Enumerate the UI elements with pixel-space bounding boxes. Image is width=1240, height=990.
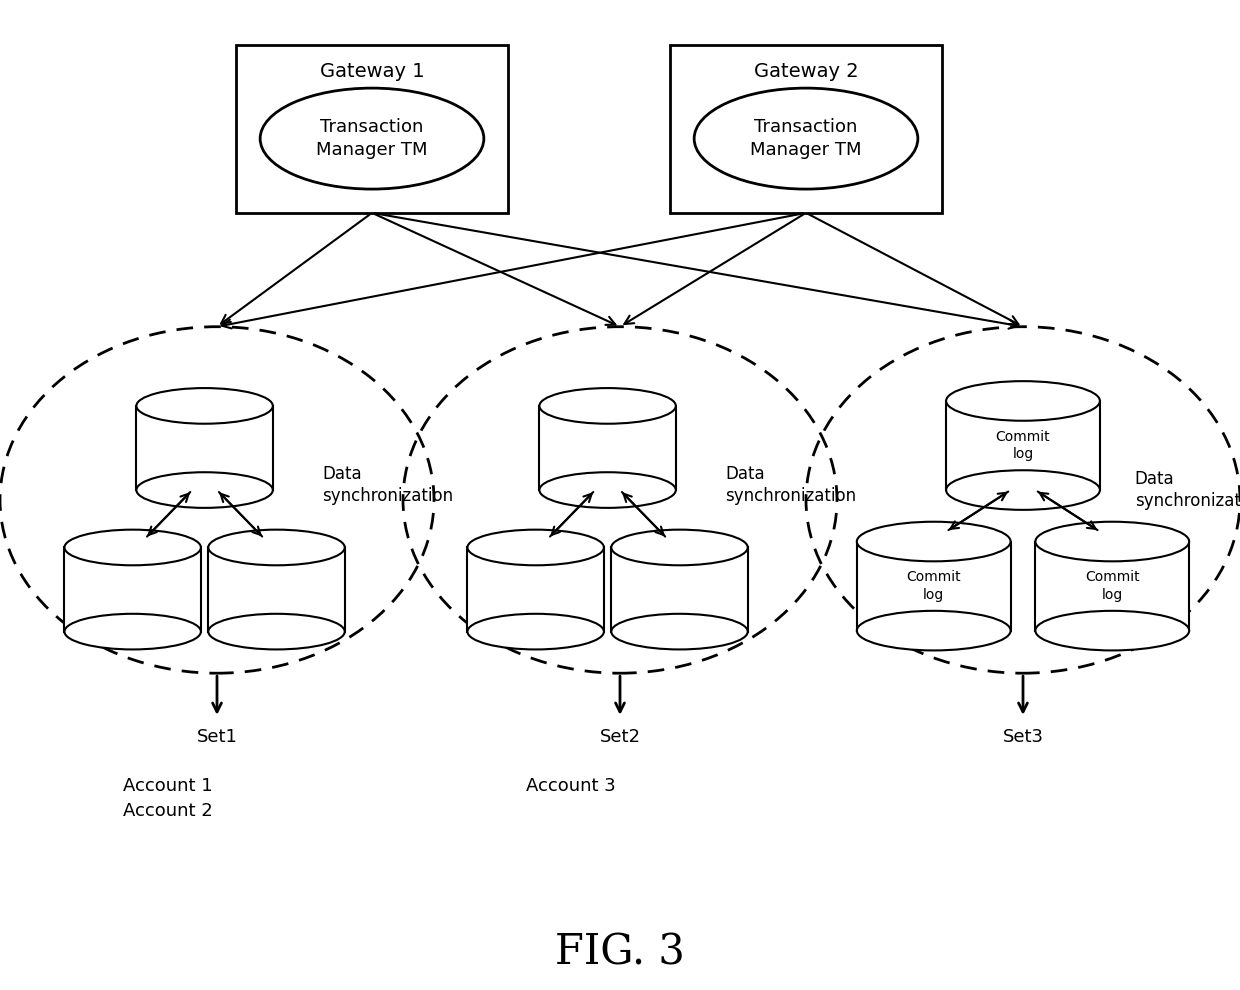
Ellipse shape — [611, 530, 748, 565]
Text: Set3: Set3 — [1002, 728, 1044, 745]
Ellipse shape — [136, 472, 273, 508]
FancyBboxPatch shape — [946, 401, 1100, 490]
Ellipse shape — [539, 472, 676, 508]
Ellipse shape — [208, 530, 345, 565]
Ellipse shape — [467, 614, 604, 649]
Ellipse shape — [208, 614, 345, 649]
Text: Gateway 2: Gateway 2 — [754, 62, 858, 81]
Text: Commit
log: Commit log — [1085, 570, 1140, 602]
Ellipse shape — [694, 88, 918, 189]
Text: Transaction
Manager TM: Transaction Manager TM — [316, 118, 428, 159]
FancyBboxPatch shape — [539, 406, 676, 490]
Text: Data
synchronization: Data synchronization — [322, 465, 454, 505]
Ellipse shape — [1035, 611, 1189, 650]
Text: Data
synchronization: Data synchronization — [725, 465, 857, 505]
Ellipse shape — [64, 614, 201, 649]
Text: Data
synchronization: Data synchronization — [1135, 470, 1240, 510]
FancyBboxPatch shape — [208, 547, 345, 632]
FancyBboxPatch shape — [670, 45, 942, 213]
Ellipse shape — [260, 88, 484, 189]
Text: Account 1
Account 2: Account 1 Account 2 — [123, 777, 212, 820]
FancyBboxPatch shape — [136, 406, 273, 490]
Text: Gateway 1: Gateway 1 — [320, 62, 424, 81]
Ellipse shape — [946, 381, 1100, 421]
Text: Commit
log: Commit log — [906, 570, 961, 602]
FancyBboxPatch shape — [611, 547, 748, 632]
Text: Account 3: Account 3 — [526, 777, 615, 795]
FancyBboxPatch shape — [857, 542, 1011, 631]
Ellipse shape — [1035, 522, 1189, 561]
Ellipse shape — [611, 614, 748, 649]
Ellipse shape — [467, 530, 604, 565]
FancyBboxPatch shape — [64, 547, 201, 632]
Ellipse shape — [64, 530, 201, 565]
Text: Set1: Set1 — [197, 728, 237, 745]
Text: Transaction
Manager TM: Transaction Manager TM — [750, 118, 862, 159]
Text: Set2: Set2 — [599, 728, 641, 745]
Ellipse shape — [857, 611, 1011, 650]
FancyBboxPatch shape — [467, 547, 604, 632]
FancyBboxPatch shape — [236, 45, 508, 213]
Text: Commit
log: Commit log — [996, 430, 1050, 461]
Text: FIG. 3: FIG. 3 — [556, 932, 684, 973]
Ellipse shape — [857, 522, 1011, 561]
Ellipse shape — [539, 388, 676, 424]
Ellipse shape — [946, 470, 1100, 510]
FancyBboxPatch shape — [1035, 542, 1189, 631]
Ellipse shape — [136, 388, 273, 424]
